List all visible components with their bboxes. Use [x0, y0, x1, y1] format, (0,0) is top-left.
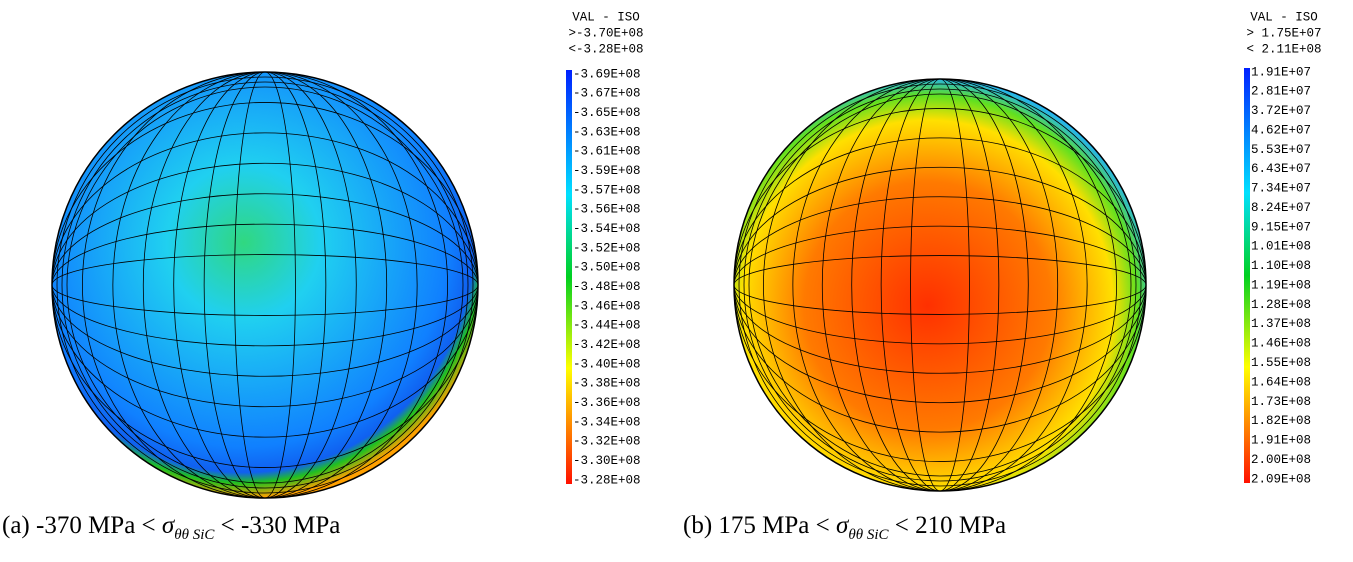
legend-label: 5.53E+07: [1251, 143, 1311, 157]
legend-label: 3.72E+07: [1251, 104, 1311, 118]
legend-label: 1.37E+08: [1251, 317, 1311, 331]
legend-label: -3.32E+08: [573, 435, 641, 449]
legend-label: -3.61E+08: [573, 145, 641, 159]
caption-symbol: σ: [835, 512, 849, 539]
legend-label: -3.30E+08: [573, 454, 641, 468]
legend-header: VAL - ISO: [572, 10, 640, 24]
caption-b: (b) 175 MPa < σθθ SiC < 210 MPa: [683, 512, 1006, 544]
mesh-line: [51, 102, 479, 468]
legend-label: 8.24E+07: [1251, 201, 1311, 215]
mesh: [733, 78, 1147, 492]
caption-subscript: θθ SiC: [174, 527, 215, 543]
legend-label: 1.46E+08: [1251, 337, 1311, 351]
legend-header: > 1.75E+07: [1246, 26, 1321, 40]
legend-label: -3.50E+08: [573, 261, 641, 275]
legend-header: < 2.11E+08: [1246, 42, 1321, 56]
legend-label: 1.82E+08: [1251, 414, 1311, 428]
legend-label: 1.64E+08: [1251, 375, 1311, 389]
legend-label: 1.91E+08: [1251, 434, 1311, 448]
mesh: [51, 71, 479, 499]
rim-line: [743, 88, 1137, 482]
caption-subscript: θθ SiC: [848, 527, 889, 543]
caption-a: (a) -370 MPa < σθθ SiC < -330 MPa: [2, 512, 340, 544]
caption-text: < -330 MPa: [220, 512, 341, 539]
legend-label: -3.63E+08: [573, 125, 641, 139]
sphere-a: [51, 71, 479, 499]
legend-label: -3.46E+08: [573, 299, 641, 313]
legend-header: >-3.70E+08: [568, 26, 643, 40]
legend-label: -3.52E+08: [573, 241, 641, 255]
sphere-group: [51, 71, 1147, 499]
legend-label: -3.38E+08: [573, 377, 641, 391]
legend-label: -3.28E+08: [573, 473, 641, 487]
legend-label: -3.65E+08: [573, 106, 641, 120]
legend-label: 1.91E+07: [1251, 65, 1311, 79]
mesh-line: [763, 78, 1117, 492]
legend-label: -3.56E+08: [573, 203, 641, 217]
colorbar: [566, 70, 572, 484]
legend-label: 1.55E+08: [1251, 356, 1311, 370]
legend-label: -3.54E+08: [573, 222, 641, 236]
legend-label: 2.00E+08: [1251, 453, 1311, 467]
caption-text: (a) -370 MPa <: [2, 512, 156, 539]
legend-label: -3.57E+08: [573, 183, 641, 197]
legend-label: 2.81E+07: [1251, 85, 1311, 99]
legend-label: -3.48E+08: [573, 280, 641, 294]
rim-line: [56, 76, 474, 494]
colorbar: [1244, 68, 1250, 483]
legend-label: -3.69E+08: [573, 67, 641, 81]
mesh-line: [733, 108, 1147, 462]
legend-label: 7.34E+07: [1251, 182, 1311, 196]
figure: VAL - ISO >-3.70E+08 <-3.28E+08 -3.69E+08 -3…: [51, 10, 1322, 499]
mesh-line: [82, 71, 448, 499]
caption-symbol: σ: [161, 512, 175, 539]
rim-line: [61, 81, 469, 489]
legend-label: 2.09E+08: [1251, 472, 1311, 486]
legend-label: 1.73E+08: [1251, 395, 1311, 409]
rim-line: [738, 83, 1142, 487]
sphere-b: [733, 78, 1147, 492]
legend-label: -3.40E+08: [573, 357, 641, 371]
legend-label: 4.62E+07: [1251, 123, 1311, 137]
legend-label: 6.43E+07: [1251, 162, 1311, 176]
legend-label: -3.42E+08: [573, 338, 641, 352]
legend-label: 1.28E+08: [1251, 298, 1311, 312]
caption-text: (b) 175 MPa <: [683, 512, 830, 539]
legend-label: 1.19E+08: [1251, 278, 1311, 292]
legend-header: <-3.28E+08: [568, 42, 643, 56]
legend-label: 9.15E+07: [1251, 220, 1311, 234]
legend-label: 1.01E+08: [1251, 240, 1311, 254]
legend-label: -3.44E+08: [573, 319, 641, 333]
legend-label: -3.67E+08: [573, 87, 641, 101]
legend-label: -3.36E+08: [573, 396, 641, 410]
rim-line: [748, 93, 1132, 477]
legend-label: -3.34E+08: [573, 415, 641, 429]
legend-label: -3.59E+08: [573, 164, 641, 178]
caption-text: < 210 MPa: [894, 512, 1007, 539]
rim-line: [66, 86, 464, 484]
legend-header: VAL - ISO: [1250, 10, 1318, 24]
legend-label: 1.10E+08: [1251, 259, 1311, 273]
